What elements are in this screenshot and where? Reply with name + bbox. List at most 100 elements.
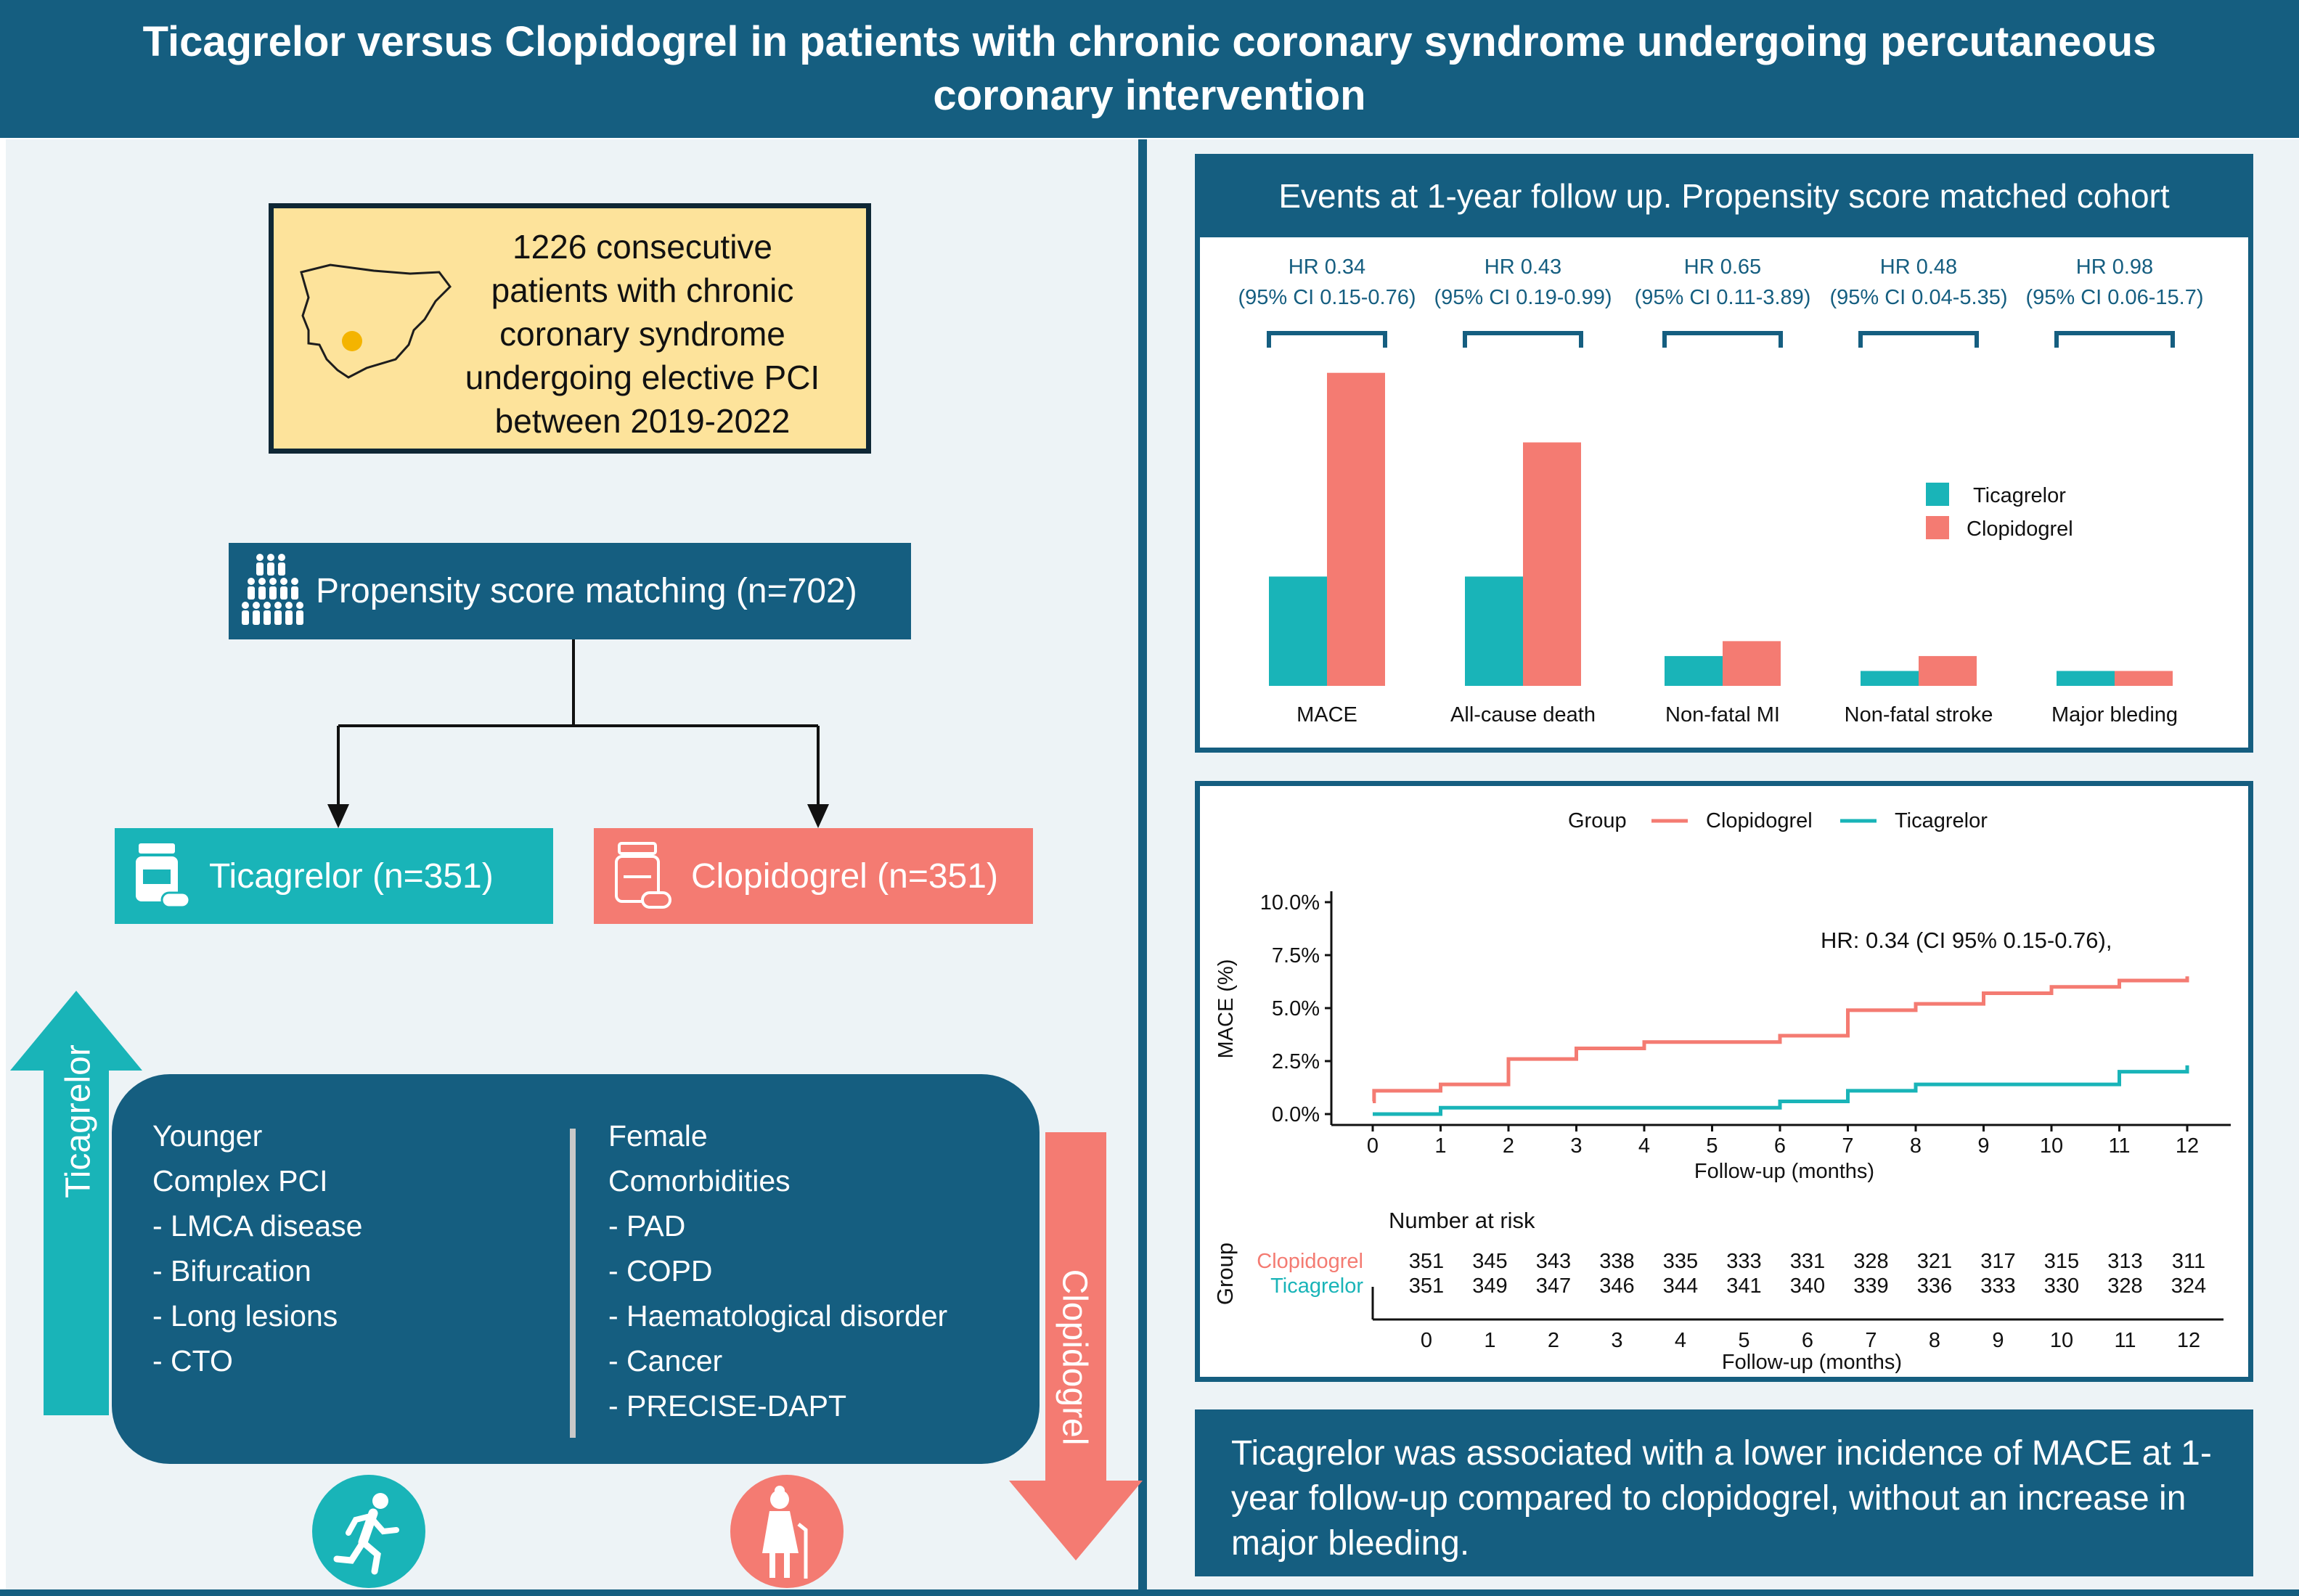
risk-x-tick-label: 1	[1484, 1329, 1495, 1352]
risk-x-tick-label: 4	[1675, 1329, 1686, 1352]
risk-table-group-label: Group	[1212, 1242, 1238, 1306]
ticagrelor-bar	[1665, 655, 1723, 686]
risk-row-label: Clopidogrel	[1257, 1250, 1363, 1273]
x-tick-label: 7	[1842, 1134, 1853, 1158]
pill-bottle-icon	[136, 843, 191, 909]
ticagrelor-arm-label: Ticagrelor (n=351)	[209, 857, 494, 896]
risk-count: 313	[2107, 1250, 2142, 1273]
clopidogrel-arm-box	[594, 828, 1033, 924]
hr-label: HR 0.43	[1485, 255, 1561, 279]
predictor-item: - PRECISE-DAPT	[608, 1389, 847, 1423]
conclusion-box: Ticagrelor was associated with a lower i…	[1195, 1409, 2253, 1576]
cohort-box	[269, 203, 871, 454]
risk-count: 346	[1599, 1274, 1634, 1298]
y-tick-label: 7.5%	[1272, 944, 1320, 967]
x-tick-label: 9	[1977, 1134, 1989, 1158]
bottom-border	[0, 1589, 2299, 1596]
x-tick-label: 2	[1503, 1134, 1514, 1158]
risk-x-tick-label: 2	[1548, 1329, 1559, 1352]
km-chart-frame	[1195, 781, 2253, 1382]
ticagrelor-bar	[1465, 576, 1523, 686]
conclusion-text: Ticagrelor was associated with a lower i…	[1231, 1434, 2212, 1563]
clopidogrel-bar	[1523, 442, 1581, 686]
x-tick-label: 8	[1910, 1134, 1922, 1158]
x-tick-label: 5	[1706, 1134, 1718, 1158]
comparison-bracket	[2054, 331, 2175, 348]
risk-count: 349	[1472, 1274, 1507, 1298]
spain-map-icon	[300, 263, 452, 379]
people-group-icon	[242, 554, 303, 625]
legend-label-clopidogrel: Clopidogrel	[1967, 517, 2073, 541]
risk-count: 328	[2107, 1274, 2142, 1298]
legend-label-ticagrelor: Ticagrelor	[1895, 809, 1988, 832]
predictor-item: - COPD	[608, 1254, 713, 1288]
risk-count: 351	[1409, 1250, 1444, 1273]
risk-count: 330	[2044, 1274, 2079, 1298]
comparison-bracket	[1858, 331, 1979, 348]
km-curve-ticagrelor	[1373, 1065, 2189, 1116]
ticagrelor-up-arrow	[10, 991, 142, 1415]
risk-x-tick-label: 6	[1802, 1329, 1813, 1352]
category-label: Non-fatal MI	[1665, 703, 1780, 727]
clopidogrel-bar	[1919, 655, 1977, 686]
y-axis-title: MACE (%)	[1214, 959, 1238, 1059]
risk-count: 347	[1536, 1274, 1571, 1298]
risk-x-tick-label: 8	[1929, 1329, 1940, 1352]
predictor-item: - Cancer	[608, 1344, 723, 1378]
predictor-item: - Long lesions	[152, 1299, 338, 1333]
clopidogrel-bar	[1327, 372, 1385, 686]
flow-connector	[327, 639, 829, 828]
risk-x-tick-label: 10	[2050, 1329, 2073, 1352]
y-tick-label: 5.0%	[1272, 997, 1320, 1020]
panel-divider	[1138, 139, 1147, 1596]
legend-label-clopidogrel: Clopidogrel	[1706, 809, 1813, 832]
x-tick-label: 4	[1638, 1134, 1650, 1158]
ticagrelor-arm-box	[115, 828, 553, 924]
cohort-line: coronary syndrome	[499, 315, 785, 353]
arrow-head-clopidogrel	[807, 804, 829, 828]
arrow-head-ticagrelor	[327, 804, 349, 828]
risk-count: 311	[2172, 1250, 2205, 1273]
risk-x-tick-label: 5	[1738, 1329, 1749, 1352]
predictor-item: - Haematological disorder	[608, 1299, 948, 1333]
cohort-line: undergoing elective PCI	[465, 359, 820, 396]
hr-label: HR 0.48	[1880, 255, 1957, 279]
y-tick-label: 2.5%	[1272, 1050, 1320, 1073]
cohort-text: 1226 consecutive patients with chronic c…	[436, 225, 849, 443]
ci-label: (95% CI 0.15-0.76)	[1238, 286, 1416, 309]
infographic-header: Ticagrelor versus Clopidogrel in patient…	[0, 0, 2299, 138]
comparison-bracket	[1662, 331, 1783, 348]
risk-count: 324	[2171, 1274, 2206, 1298]
predictor-item: Complex PCI	[152, 1164, 328, 1198]
matching-label: Propensity score matching (n=702)	[316, 572, 857, 610]
legend-swatch-clopidogrel	[1926, 516, 1949, 539]
category-label: Major bleding	[2051, 703, 2178, 727]
elderly-person-icon	[730, 1475, 844, 1588]
x-tick-label: 12	[2176, 1134, 2199, 1158]
risk-x-tick-label: 7	[1865, 1329, 1877, 1352]
clopidogrel-bar	[2115, 671, 2173, 686]
risk-count: 317	[1980, 1250, 2015, 1273]
predictor-item: Comorbidities	[608, 1164, 791, 1198]
clopidogrel-down-arrow	[1009, 1132, 1143, 1560]
hr-label: HR 0.65	[1684, 255, 1761, 279]
comparison-bracket	[1463, 331, 1583, 348]
predictor-item: Younger	[152, 1119, 263, 1153]
risk-count: 333	[1726, 1250, 1761, 1273]
predictors-separator	[570, 1129, 576, 1438]
predictor-item: Female	[608, 1119, 708, 1153]
clopidogrel-bar	[1723, 641, 1781, 686]
y-tick-label: 10.0%	[1260, 891, 1320, 914]
clopidogrel-arrow-label: Clopidogrel	[1055, 1269, 1094, 1446]
predictor-item: - Bifurcation	[152, 1254, 311, 1288]
clopidogrel-predictors: Female Comorbidities - PAD - COPD - Haem…	[608, 1113, 947, 1428]
x-tick-label: 6	[1774, 1134, 1786, 1158]
ticagrelor-bar	[1861, 671, 1919, 686]
risk-count: 340	[1790, 1274, 1825, 1298]
risk-count: 344	[1663, 1274, 1698, 1298]
category-label: All-cause death	[1450, 703, 1596, 727]
category-label: MACE	[1296, 703, 1357, 727]
x-tick-label: 1	[1434, 1134, 1446, 1158]
ci-label: (95% CI 0.04-5.35)	[1829, 286, 2007, 309]
predictor-item: - PAD	[608, 1209, 686, 1243]
